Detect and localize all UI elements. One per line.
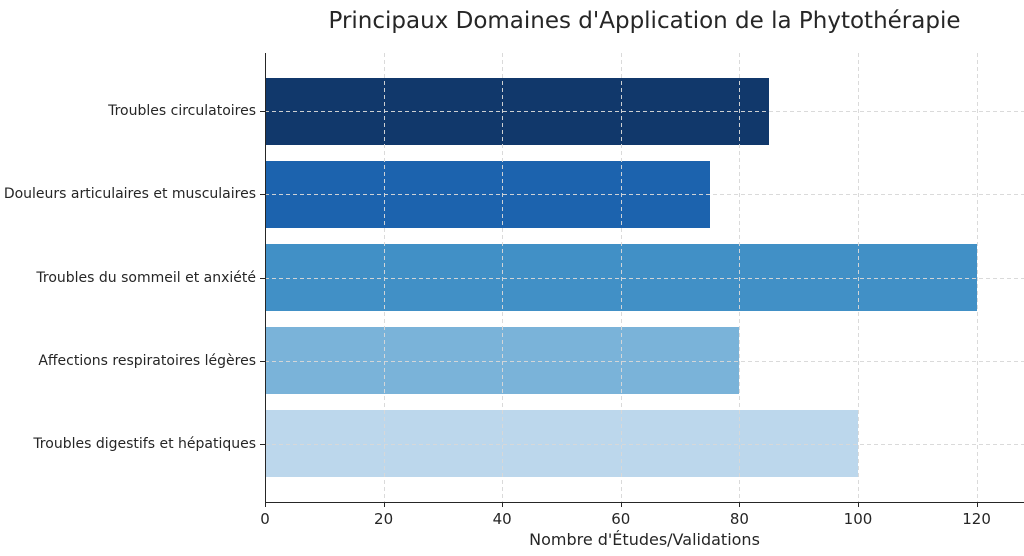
gridline-horizontal xyxy=(265,443,1024,445)
gridline-horizontal xyxy=(265,194,1024,196)
gridline-horizontal xyxy=(265,360,1024,362)
y-tick-mark xyxy=(260,194,265,196)
y-tick-label: Douleurs articulaires et musculaires xyxy=(3,186,256,203)
x-axis-line xyxy=(265,502,1024,503)
y-tick-mark xyxy=(260,443,265,445)
x-tick-label: 40 xyxy=(492,510,512,528)
x-tick-mark xyxy=(383,502,385,507)
x-tick-label: 20 xyxy=(374,510,394,528)
x-tick-mark xyxy=(502,502,504,507)
x-tick-label: 0 xyxy=(260,510,270,528)
y-tick-label: Troubles digestifs et hépatiques xyxy=(33,435,256,452)
x-tick-mark xyxy=(620,502,622,507)
x-tick-mark xyxy=(265,502,266,507)
y-axis-line xyxy=(265,53,266,502)
y-tick-label: Troubles circulatoires xyxy=(108,103,256,120)
x-tick-mark xyxy=(739,502,741,507)
x-tick-label: 100 xyxy=(843,510,873,528)
x-axis-title: Nombre d'Études/Validations xyxy=(529,530,760,549)
gridline-horizontal xyxy=(265,111,1024,113)
y-tick-mark xyxy=(260,277,265,279)
x-tick-mark xyxy=(857,502,859,507)
y-tick-mark xyxy=(260,360,265,362)
x-tick-label: 80 xyxy=(729,510,749,528)
y-tick-label: Troubles du sommeil et anxiété xyxy=(36,269,256,286)
x-tick-label: 60 xyxy=(611,510,631,528)
x-tick-mark xyxy=(976,502,978,507)
chart-title: Principaux Domaines d'Application de la … xyxy=(328,8,961,34)
x-tick-label: 120 xyxy=(962,510,991,528)
plot-area: 0 20 40 60 80 100 120 Troubles circulatoires Dou… xyxy=(4,53,1024,528)
gridline-horizontal xyxy=(265,277,1024,279)
y-tick-mark xyxy=(260,111,265,113)
y-tick-label: Affections respiratoires légères xyxy=(38,352,256,369)
